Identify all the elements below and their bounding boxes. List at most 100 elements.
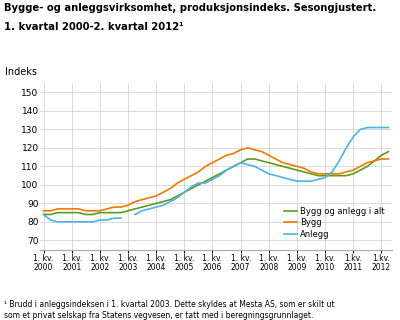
Line: Bygg og anlegg i alt: Bygg og anlegg i alt [44, 152, 388, 214]
Anlegg [62, 220, 67, 224]
Anlegg [112, 216, 116, 220]
Bygg og anlegg i alt [372, 159, 377, 163]
Anlegg [41, 212, 46, 216]
Anlegg [55, 220, 60, 224]
Bygg og anlegg i alt [112, 211, 116, 214]
Bygg [126, 203, 130, 207]
Text: Bygge- og anleggsvirksomhet, produksjonsindeks. Sesongjustert.: Bygge- og anleggsvirksomhet, produksjons… [4, 3, 376, 13]
Anlegg [76, 220, 81, 224]
Bygg [266, 153, 271, 157]
Anlegg [90, 220, 95, 224]
Bygg og anlegg i alt [147, 203, 152, 207]
Bygg [203, 164, 208, 168]
Bygg [252, 148, 257, 152]
Bygg [231, 152, 236, 156]
Bygg og anlegg i alt [294, 168, 299, 172]
Bygg og anlegg i alt [280, 164, 285, 168]
Bygg [351, 168, 356, 172]
Anlegg [69, 220, 74, 224]
Bygg [358, 164, 363, 168]
Bygg [323, 172, 328, 176]
Bygg [48, 209, 53, 213]
Bygg [210, 161, 215, 164]
Bygg og anlegg i alt [90, 212, 95, 216]
Bygg og anlegg i alt [196, 183, 201, 187]
Bygg og anlegg i alt [274, 163, 278, 166]
Bygg og anlegg i alt [98, 211, 102, 214]
Bygg og anlegg i alt [161, 200, 166, 204]
Bygg [274, 157, 278, 161]
Bygg [379, 157, 384, 161]
Bygg [217, 157, 222, 161]
Bygg og anlegg i alt [351, 172, 356, 176]
Bygg [83, 209, 88, 213]
Bygg og anlegg i alt [252, 157, 257, 161]
Bygg [224, 153, 229, 157]
Bygg og anlegg i alt [330, 174, 334, 178]
Text: Indeks: Indeks [5, 67, 37, 76]
Bygg og anlegg i alt [48, 212, 53, 216]
Bygg og anlegg i alt [309, 172, 314, 176]
Anlegg [98, 218, 102, 222]
Bygg og anlegg i alt [323, 174, 328, 178]
Bygg og anlegg i alt [126, 209, 130, 213]
Bygg [161, 190, 166, 194]
Bygg [344, 170, 349, 174]
Bygg og anlegg i alt [266, 161, 271, 164]
Line: Bygg: Bygg [44, 148, 388, 211]
Bygg og anlegg i alt [288, 166, 292, 170]
Bygg og anlegg i alt [259, 159, 264, 163]
Bygg og anlegg i alt [154, 202, 158, 205]
Bygg og anlegg i alt [224, 168, 229, 172]
Bygg [245, 146, 250, 150]
Bygg [147, 196, 152, 200]
Legend: Bygg og anlegg i alt, Bygg, Anlegg: Bygg og anlegg i alt, Bygg, Anlegg [281, 204, 388, 242]
Bygg [76, 207, 81, 211]
Bygg [62, 207, 67, 211]
Bygg og anlegg i alt [83, 212, 88, 216]
Bygg [302, 166, 306, 170]
Anlegg [104, 218, 109, 222]
Bygg [90, 209, 95, 213]
Bygg og anlegg i alt [182, 190, 187, 194]
Bygg og anlegg i alt [386, 150, 391, 154]
Bygg og anlegg i alt [302, 170, 306, 174]
Bygg [55, 207, 60, 211]
Bygg [365, 161, 370, 164]
Bygg [386, 157, 391, 161]
Bygg [118, 205, 123, 209]
Anlegg [83, 220, 88, 224]
Bygg [133, 200, 138, 204]
Bygg og anlegg i alt [133, 207, 138, 211]
Bygg og anlegg i alt [168, 198, 173, 202]
Bygg og anlegg i alt [62, 211, 67, 214]
Bygg og anlegg i alt [189, 187, 194, 190]
Bygg [294, 164, 299, 168]
Text: 1. kvartal 2000-2. kvartal 2012¹: 1. kvartal 2000-2. kvartal 2012¹ [4, 22, 184, 32]
Bygg [168, 187, 173, 190]
Bygg [140, 198, 144, 202]
Bygg [337, 172, 342, 176]
Bygg [175, 181, 180, 185]
Bygg og anlegg i alt [316, 174, 320, 178]
Bygg [259, 150, 264, 154]
Bygg [41, 209, 46, 213]
Bygg og anlegg i alt [203, 179, 208, 183]
Bygg [69, 207, 74, 211]
Bygg og anlegg i alt [76, 211, 81, 214]
Bygg og anlegg i alt [231, 164, 236, 168]
Bygg [372, 159, 377, 163]
Bygg og anlegg i alt [69, 211, 74, 214]
Bygg og anlegg i alt [118, 211, 123, 214]
Bygg og anlegg i alt [238, 161, 243, 164]
Anlegg [118, 216, 123, 220]
Bygg [182, 177, 187, 181]
Bygg [316, 172, 320, 176]
Bygg [280, 161, 285, 164]
Bygg [330, 172, 334, 176]
Bygg [154, 194, 158, 198]
Text: ¹ Brudd i anleggsindeksen i 1. kvartal 2003. Dette skyldes at Mesta AS, som er s: ¹ Brudd i anleggsindeksen i 1. kvartal 2… [4, 300, 335, 320]
Bygg og anlegg i alt [217, 172, 222, 176]
Line: Anlegg: Anlegg [44, 214, 121, 222]
Bygg og anlegg i alt [140, 205, 144, 209]
